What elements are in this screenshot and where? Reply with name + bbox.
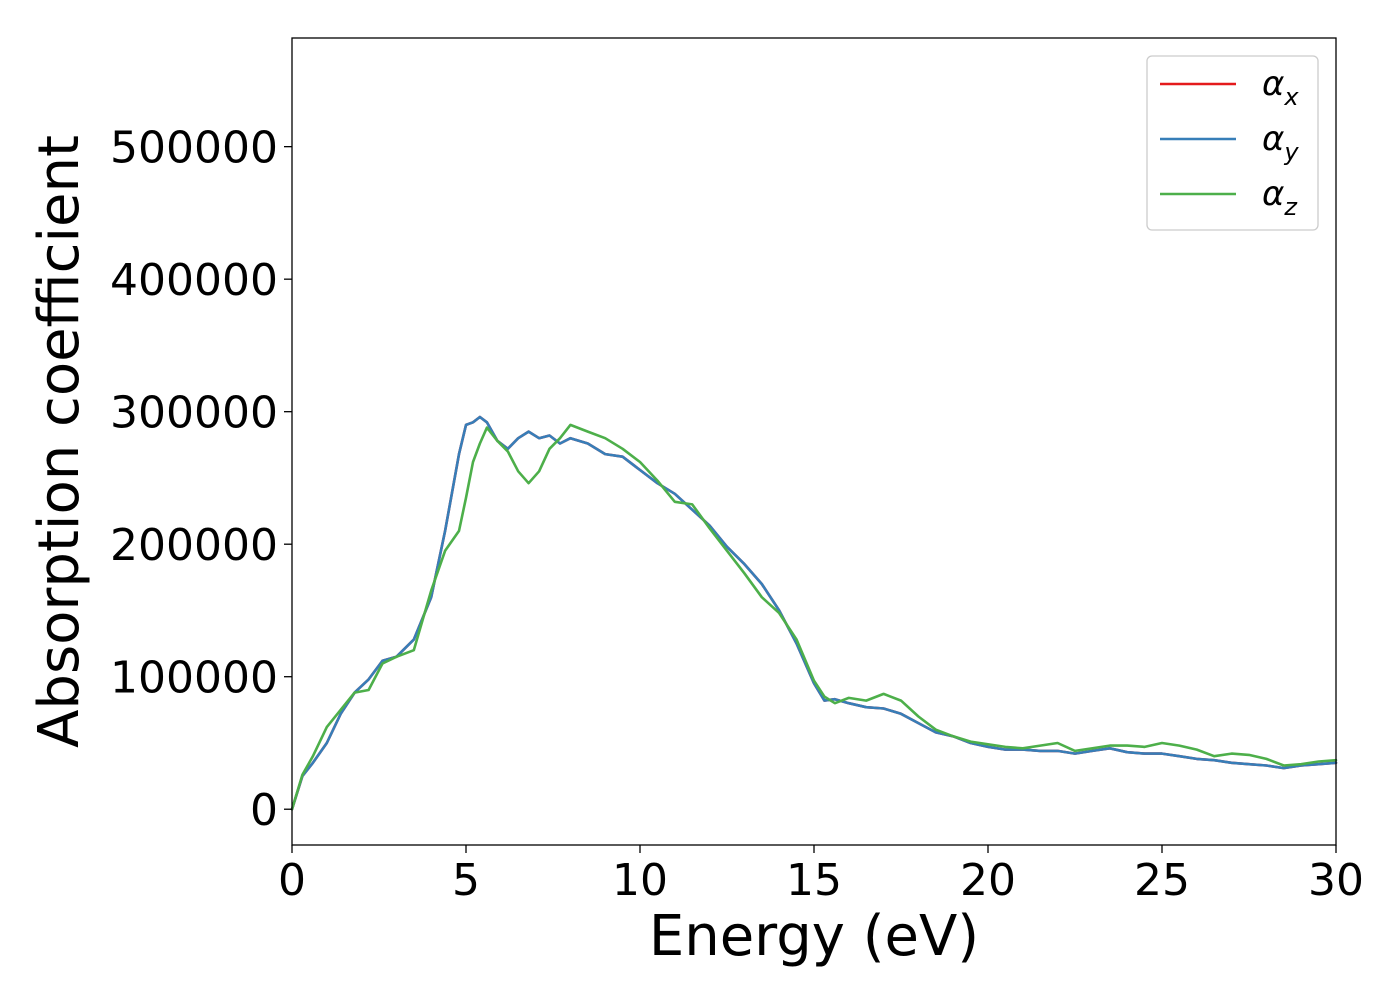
series-line-y xyxy=(290,415,1338,811)
legend-label-base: α xyxy=(1262,174,1284,214)
x-tick-label: 5 xyxy=(452,855,480,906)
y-tick-label: 300000 xyxy=(110,388,278,439)
y-axis-label: Absorption coefficient xyxy=(27,135,92,748)
y-tick-label: 500000 xyxy=(110,123,278,174)
x-axis-label: Energy (eV) xyxy=(649,904,979,969)
legend-label-z: αz xyxy=(1262,174,1298,221)
legend-label-base: α xyxy=(1262,64,1284,104)
legend-label-x: αx xyxy=(1262,64,1299,111)
legend-label-base: α xyxy=(1262,119,1284,159)
legend-label-subscript: y xyxy=(1283,138,1299,166)
legend-label-subscript: z xyxy=(1283,193,1298,221)
x-tick-label: 15 xyxy=(786,855,842,906)
y-tick-label: 200000 xyxy=(110,520,278,571)
y-tick-label: 0 xyxy=(250,785,278,836)
legend-box xyxy=(1146,55,1319,231)
series-layer xyxy=(290,415,1338,811)
tick-layer: 0 5 10 15 20 25 30 0 100000 200000 300000 400000 500… xyxy=(110,123,1364,906)
x-tick-label: 0 xyxy=(278,855,306,906)
y-tick-label: 400000 xyxy=(110,255,278,306)
x-tick-label: 30 xyxy=(1308,855,1364,906)
series-line-z xyxy=(290,423,1338,811)
x-tick-label: 25 xyxy=(1134,855,1190,906)
x-tick-label: 20 xyxy=(960,855,1016,906)
y-tick-label: 100000 xyxy=(110,653,278,704)
legend-label-y: αy xyxy=(1262,119,1299,166)
x-tick-label: 10 xyxy=(612,855,668,906)
legend-label-subscript: x xyxy=(1283,83,1299,111)
